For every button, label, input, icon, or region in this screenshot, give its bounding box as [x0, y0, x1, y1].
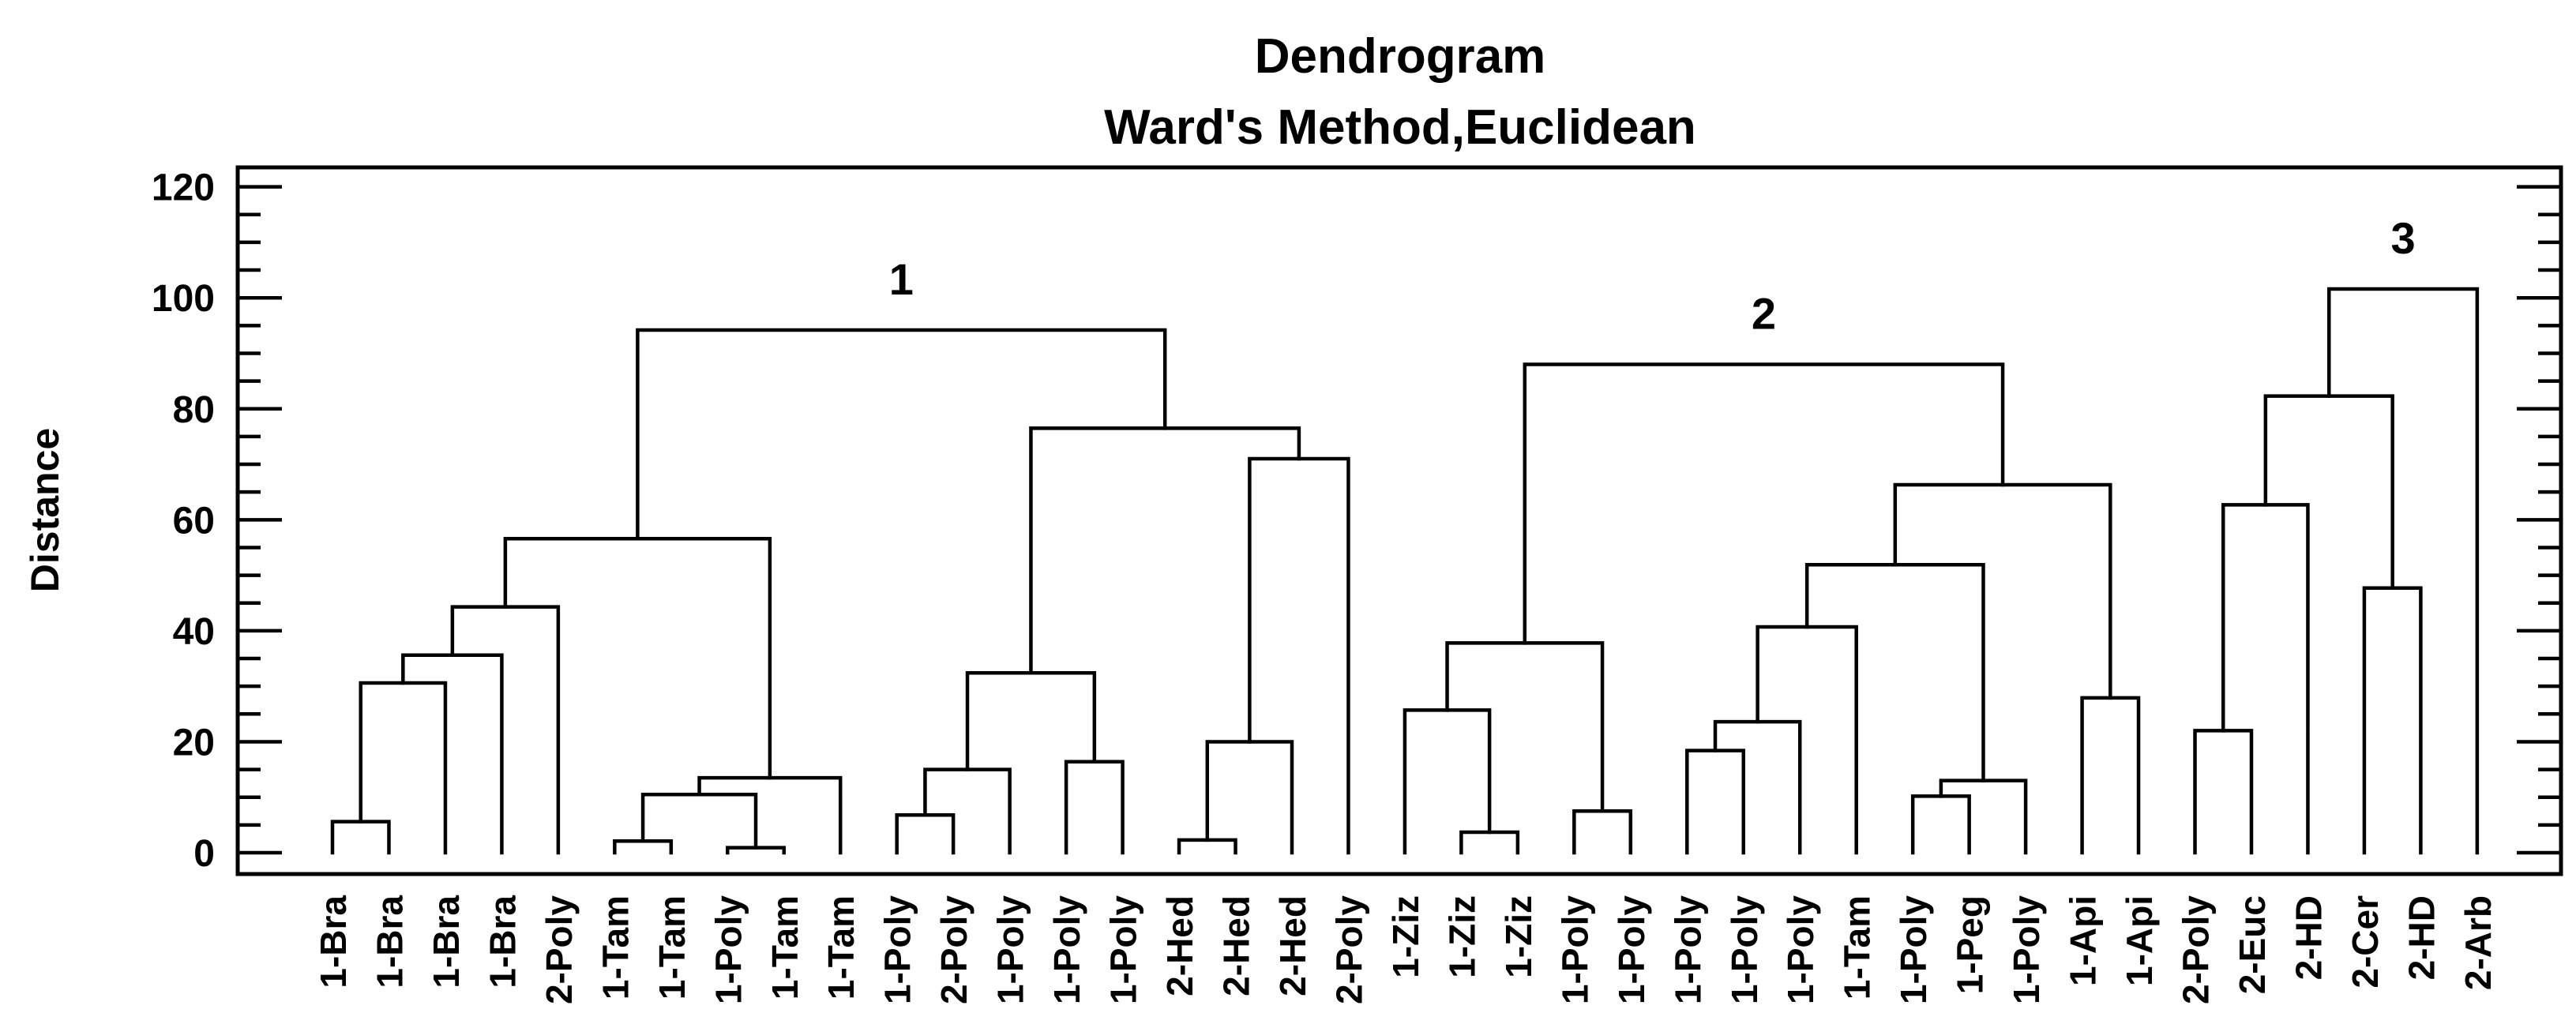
leaf-label: 2-HD [2288, 895, 2329, 980]
dendrogram-link [1572, 809, 1633, 855]
leaf-label: 1-Api [2119, 895, 2160, 986]
dendrogram-link [2362, 586, 2423, 855]
leaf-label: 1-Poly [877, 895, 918, 1004]
leaf-label: 1-Ziz [1498, 895, 1539, 978]
dendrogram-link [1177, 838, 1237, 855]
y-tick-label: 100 [152, 278, 215, 320]
leaf-label: 1-Poly [1554, 895, 1595, 1004]
cluster-label: 2 [1752, 289, 1776, 339]
leaf-label: 2-Hed [1272, 895, 1313, 996]
dendrogram-link [1445, 641, 1605, 813]
y-tick-label: 0 [193, 833, 215, 875]
leaf-label: 1-Tam [652, 895, 693, 1000]
dendrogram-link [697, 775, 843, 855]
dendrogram-link [1064, 760, 1125, 855]
y-axis-ticks [239, 185, 2559, 855]
dendrogram-link [1205, 740, 1294, 855]
leaf-label: 2-Euc [2232, 895, 2273, 994]
leaf-label: 2-Poly [2176, 895, 2217, 1004]
dendrogram-link [2263, 394, 2394, 591]
leaf-label: 1-Bra [482, 895, 523, 989]
dendrogram-link [503, 536, 772, 780]
dendrogram-link [1893, 482, 2112, 700]
y-tick-label: 80 [173, 389, 215, 431]
cluster-label: 1 [889, 254, 914, 304]
cluster-label: 3 [2390, 213, 2415, 263]
dendrogram-link [2080, 696, 2141, 855]
chart-subtitle: Ward's Method,Euclidean [1104, 100, 1696, 155]
dendrogram-link [1713, 719, 1802, 855]
dendrogram-link [401, 653, 504, 855]
leaf-label: 1-Poly [1046, 895, 1087, 1004]
leaf-label: 1-Tam [1837, 895, 1878, 1000]
leaf-label: 1-Bra [426, 895, 467, 989]
leaf-label: 2-Hed [1216, 895, 1257, 996]
leaf-label: 1-Poly [1724, 895, 1765, 1004]
dendrogram-link [965, 671, 1097, 771]
leaf-label: 1-Ziz [1385, 895, 1426, 978]
dendrogram-link [923, 767, 1012, 855]
dendrogram-link [895, 812, 956, 855]
dendrogram-link [2327, 287, 2480, 855]
dendrogram-links [330, 287, 2480, 855]
leaf-label: 2-Hed [1159, 895, 1200, 996]
y-axis-title: Distance [23, 428, 67, 592]
leaf-label: 1-Ziz [1441, 895, 1482, 978]
leaf-label: 1-Poly [2006, 895, 2047, 1004]
y-tick-label: 60 [173, 500, 215, 542]
leaf-label: 1-Poly [990, 895, 1031, 1004]
leaf-label: 1-Tam [764, 895, 805, 1000]
dendrogram-link [1756, 625, 1858, 855]
cluster-labels: 1 2 3 [889, 213, 2416, 339]
leaf-label: 1-Poly [1103, 895, 1144, 1004]
leaf-label: 1-Tam [595, 895, 636, 1000]
leaf-label: 1-Poly [1667, 895, 1708, 1004]
dendrogram-link [2193, 729, 2254, 855]
leaf-label: 2-Cer [2345, 895, 2386, 989]
y-tick-label: 120 [152, 167, 215, 209]
dendrogram-link [330, 820, 391, 855]
leaf-label: 1-Poly [1611, 895, 1652, 1004]
leaf-label: 2-Poly [933, 895, 974, 1004]
leaf-label: 1-Bra [313, 895, 354, 989]
leaf-label: 1-Poly [708, 895, 749, 1004]
plot-frame [235, 165, 2563, 876]
leaf-label: 2-HD [2401, 895, 2442, 980]
y-tick-label: 40 [173, 611, 215, 653]
dendrogram-link [1029, 426, 1301, 675]
dendrogram-link [450, 605, 561, 855]
y-tick-label: 20 [173, 722, 215, 763]
leaf-label: 2-Arb [2458, 895, 2499, 990]
leaf-label: 1-Tam [820, 895, 862, 1000]
leaf-label: 1-Poly [1780, 895, 1821, 1004]
leaf-label: 1-Peg [1950, 895, 1991, 994]
leaf-label: 1-Bra [369, 895, 410, 989]
dendrogram-link [1804, 562, 1985, 782]
leaf-label: 1-Poly [1893, 895, 1934, 1004]
dendrogram-link [2221, 503, 2310, 855]
y-axis-tick-labels: 0 20 40 60 80 100 120 [152, 167, 215, 875]
leaf-label: 2-Poly [1328, 895, 1369, 1004]
dendrogram-link [1685, 748, 1745, 855]
dendrogram-link [636, 328, 1167, 541]
dendrogram-link [1248, 456, 1350, 855]
leaf-label: 1-Api [2063, 895, 2104, 986]
dendrogram-link [359, 681, 448, 855]
dendrogram-link [1910, 794, 1971, 855]
dendrogram-link [1939, 779, 2028, 855]
leaf-label: 2-Poly [539, 895, 580, 1004]
dendrogram-link [1523, 362, 2005, 645]
chart-title: Dendrogram [1255, 29, 1546, 84]
leaf-labels: 1-Bra 1-Bra 1-Bra 1-Bra 2-Poly 1-Tam 1-Tam 1-Po… [313, 895, 2499, 1004]
dendrogram-link [1459, 830, 1520, 855]
